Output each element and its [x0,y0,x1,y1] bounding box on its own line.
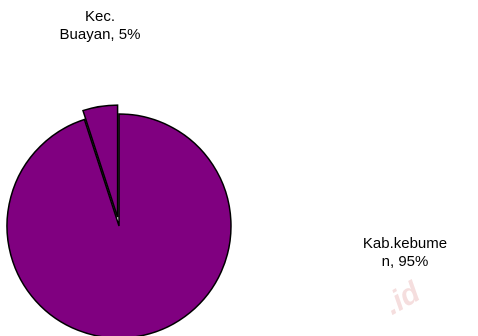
pie-slice-kab-kebumen [6,113,232,336]
slice-label-kec-buayan: Kec. Buayan, 5% [59,8,141,43]
slice-label-kab-kebumen: Kab.kebume n, 95% [362,235,448,270]
pie-slice-kec-buayan [82,104,119,218]
